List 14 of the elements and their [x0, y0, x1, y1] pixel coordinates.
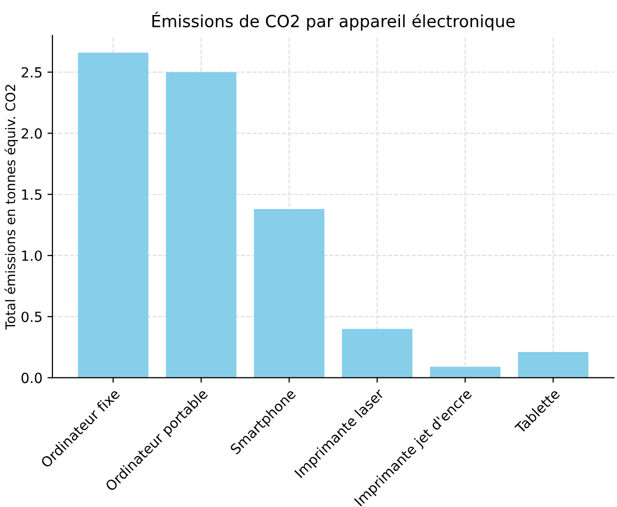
y-tick-label: 2.5: [22, 67, 42, 78]
y-tick-label: 1.0: [22, 250, 42, 261]
y-tick-label: 1.5: [22, 190, 42, 200]
bar: [518, 352, 588, 378]
bar: [166, 72, 236, 378]
bar: [430, 366, 500, 378]
chart-title: Émissions de CO2 par appareil électronique: [152, 12, 515, 31]
y-axis-title: Total émissions en tonnes équiv. CO2: [4, 84, 18, 330]
bar: [78, 52, 148, 378]
y-tick-label: 0.5: [22, 312, 42, 322]
y-tick-label: 2.0: [22, 128, 42, 139]
bar: [342, 328, 412, 378]
bar: [254, 209, 324, 378]
y-tick-label: 0.0: [22, 372, 42, 384]
